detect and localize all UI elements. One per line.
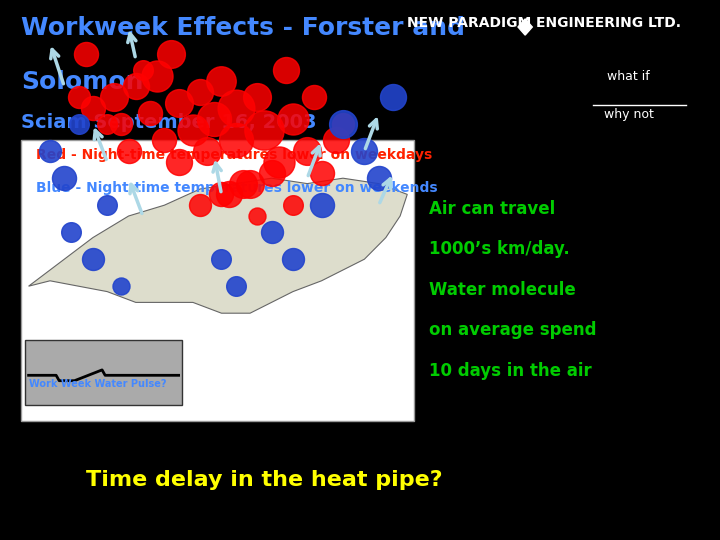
Text: 10 days in the air: 10 days in the air — [428, 362, 591, 380]
Point — [109, 93, 120, 102]
Point — [151, 71, 163, 80]
Polygon shape — [29, 178, 408, 313]
Point — [302, 147, 313, 156]
Point — [209, 114, 220, 123]
Polygon shape — [518, 19, 532, 35]
Point — [251, 212, 263, 220]
Point — [359, 147, 370, 156]
Text: ENGINEERING LTD.: ENGINEERING LTD. — [536, 16, 681, 30]
Point — [187, 125, 199, 134]
Point — [287, 255, 299, 264]
Text: Water molecule: Water molecule — [428, 281, 575, 299]
Point — [166, 50, 177, 58]
Text: Solomon: Solomon — [22, 70, 144, 94]
Point — [309, 93, 320, 102]
Text: why not: why not — [604, 108, 654, 121]
Text: Time delay in the heat pipe?: Time delay in the heat pipe? — [86, 470, 442, 490]
Point — [237, 179, 248, 188]
Point — [116, 282, 127, 291]
Point — [230, 136, 241, 145]
Point — [216, 77, 228, 85]
FancyBboxPatch shape — [22, 140, 415, 421]
Point — [73, 120, 84, 129]
Text: Work Week Water Pulse?: Work Week Water Pulse? — [29, 379, 166, 389]
Point — [266, 168, 277, 177]
Point — [216, 255, 228, 264]
Point — [337, 120, 348, 129]
Point — [87, 255, 99, 264]
Point — [330, 136, 341, 145]
Point — [223, 190, 235, 199]
Point — [66, 228, 77, 237]
Point — [266, 228, 277, 237]
Point — [337, 120, 348, 129]
Point — [116, 120, 127, 129]
FancyBboxPatch shape — [25, 340, 182, 405]
Point — [194, 201, 206, 210]
Text: what if: what if — [608, 70, 650, 83]
Text: Blue - Night-time temperatures lower on weekends: Blue - Night-time temperatures lower on … — [36, 181, 437, 195]
Point — [73, 93, 84, 102]
Point — [316, 168, 328, 177]
Point — [173, 98, 184, 107]
Point — [144, 109, 156, 118]
Point — [173, 158, 184, 166]
Point — [102, 120, 113, 129]
Text: NEW PARADIGM: NEW PARADIGM — [408, 16, 531, 30]
Point — [80, 50, 91, 58]
Point — [102, 201, 113, 210]
Point — [158, 136, 170, 145]
Text: Red - Night-time temperatures lower on weekdays: Red - Night-time temperatures lower on w… — [36, 148, 432, 163]
Point — [216, 190, 228, 199]
Point — [251, 93, 263, 102]
Point — [44, 147, 55, 156]
Point — [387, 93, 399, 102]
Text: Sciam September 16, 2003: Sciam September 16, 2003 — [22, 113, 317, 132]
Point — [123, 147, 135, 156]
Text: 1000’s km/day.: 1000’s km/day. — [428, 240, 570, 258]
Point — [58, 174, 70, 183]
Point — [244, 179, 256, 188]
Point — [87, 104, 99, 112]
Point — [273, 158, 284, 166]
Point — [130, 82, 142, 91]
Text: Workweek Effects - Forster and: Workweek Effects - Forster and — [22, 16, 465, 40]
Text: Air can travel: Air can travel — [428, 200, 555, 218]
Point — [230, 282, 241, 291]
Point — [316, 201, 328, 210]
Point — [287, 114, 299, 123]
Point — [202, 147, 213, 156]
Point — [194, 87, 206, 96]
Point — [287, 201, 299, 210]
Point — [258, 125, 270, 134]
Point — [230, 104, 241, 112]
Point — [373, 174, 384, 183]
Point — [137, 66, 148, 75]
Point — [280, 66, 292, 75]
Text: on average spend: on average spend — [428, 321, 596, 339]
